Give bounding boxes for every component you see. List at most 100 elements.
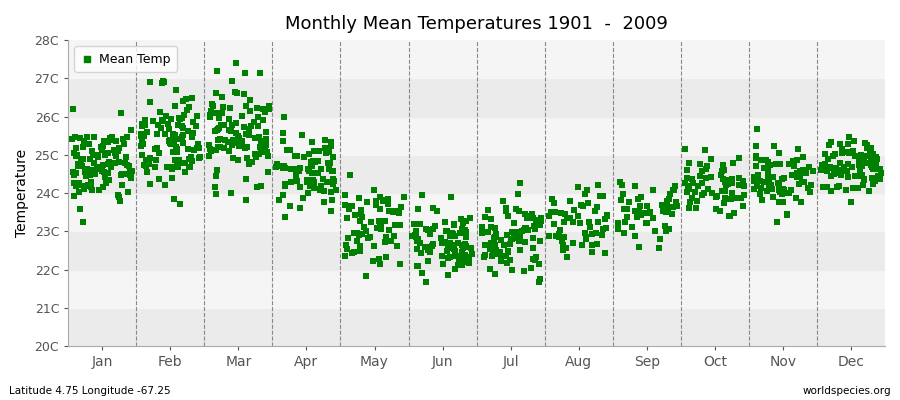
Point bbox=[749, 143, 763, 150]
Point bbox=[254, 149, 268, 156]
Point bbox=[165, 175, 179, 181]
Point bbox=[166, 131, 181, 138]
Point bbox=[504, 267, 518, 274]
Point bbox=[517, 227, 531, 234]
Text: Latitude 4.75 Longitude -67.25: Latitude 4.75 Longitude -67.25 bbox=[9, 386, 171, 396]
Point bbox=[350, 237, 365, 244]
Point bbox=[824, 164, 839, 171]
Point bbox=[102, 158, 116, 165]
Point bbox=[681, 160, 696, 166]
Point bbox=[869, 156, 884, 163]
Point bbox=[447, 221, 462, 227]
Point bbox=[228, 140, 242, 146]
Point bbox=[626, 224, 640, 230]
Point bbox=[680, 188, 694, 195]
Point bbox=[776, 198, 790, 205]
Point bbox=[868, 161, 883, 168]
Point bbox=[851, 184, 866, 191]
Point bbox=[716, 162, 731, 168]
Point bbox=[454, 216, 468, 222]
Point bbox=[152, 176, 166, 182]
Point bbox=[135, 135, 149, 141]
Point bbox=[435, 252, 449, 259]
Point bbox=[372, 218, 386, 224]
Point bbox=[420, 247, 435, 254]
Point bbox=[681, 183, 696, 190]
Point bbox=[821, 156, 835, 162]
Bar bbox=[68, 155, 885, 193]
Point bbox=[665, 211, 680, 218]
Point bbox=[588, 208, 602, 214]
Point bbox=[847, 138, 861, 144]
Point bbox=[374, 226, 388, 232]
Point bbox=[862, 151, 877, 158]
Point bbox=[634, 203, 648, 209]
Point bbox=[375, 198, 390, 204]
Point bbox=[208, 184, 222, 190]
Point bbox=[579, 230, 593, 236]
Point bbox=[257, 144, 272, 151]
Point bbox=[857, 156, 871, 163]
Point bbox=[487, 234, 501, 241]
Point bbox=[252, 133, 266, 140]
Bar bbox=[68, 193, 885, 231]
Point bbox=[156, 118, 170, 124]
Point bbox=[158, 182, 172, 188]
Point bbox=[142, 155, 157, 162]
Point bbox=[848, 152, 862, 159]
Point bbox=[766, 174, 780, 181]
Point bbox=[750, 155, 764, 161]
Point bbox=[518, 227, 532, 234]
Point bbox=[136, 140, 150, 147]
Point bbox=[761, 174, 776, 180]
Point bbox=[489, 247, 503, 254]
Point bbox=[717, 188, 732, 194]
Point bbox=[512, 238, 526, 244]
Point bbox=[693, 173, 707, 179]
Point bbox=[695, 192, 709, 198]
Point bbox=[562, 198, 577, 204]
Point bbox=[854, 162, 868, 168]
Point bbox=[209, 89, 223, 96]
Point bbox=[544, 208, 558, 215]
Point bbox=[714, 172, 728, 178]
Point bbox=[596, 192, 610, 199]
Point bbox=[374, 206, 388, 212]
Point bbox=[867, 159, 881, 165]
Point bbox=[598, 216, 612, 222]
Point bbox=[526, 244, 540, 251]
Point bbox=[796, 154, 810, 160]
Point bbox=[349, 230, 364, 237]
Point bbox=[252, 151, 266, 158]
Point bbox=[83, 156, 97, 162]
Point bbox=[446, 246, 461, 252]
Point bbox=[262, 106, 276, 112]
Point bbox=[397, 193, 411, 200]
Point bbox=[505, 236, 519, 242]
Point bbox=[344, 203, 358, 210]
Point bbox=[379, 234, 393, 240]
Point bbox=[312, 148, 327, 154]
Point bbox=[646, 187, 661, 193]
Point bbox=[113, 110, 128, 116]
Point bbox=[555, 241, 570, 248]
Point bbox=[513, 247, 527, 253]
Point bbox=[253, 144, 267, 151]
Point bbox=[455, 245, 470, 251]
Point bbox=[237, 124, 251, 130]
Point bbox=[84, 183, 98, 190]
Point bbox=[410, 238, 424, 244]
Point bbox=[234, 138, 248, 144]
Point bbox=[258, 129, 273, 135]
Point bbox=[339, 214, 354, 221]
Point bbox=[87, 168, 102, 174]
Point bbox=[405, 232, 419, 239]
Point bbox=[171, 163, 185, 170]
Point bbox=[855, 172, 869, 178]
Point bbox=[338, 252, 352, 259]
Point bbox=[682, 204, 697, 211]
Point bbox=[134, 130, 148, 137]
Point bbox=[865, 174, 879, 181]
Point bbox=[658, 208, 672, 215]
Point bbox=[793, 173, 807, 180]
